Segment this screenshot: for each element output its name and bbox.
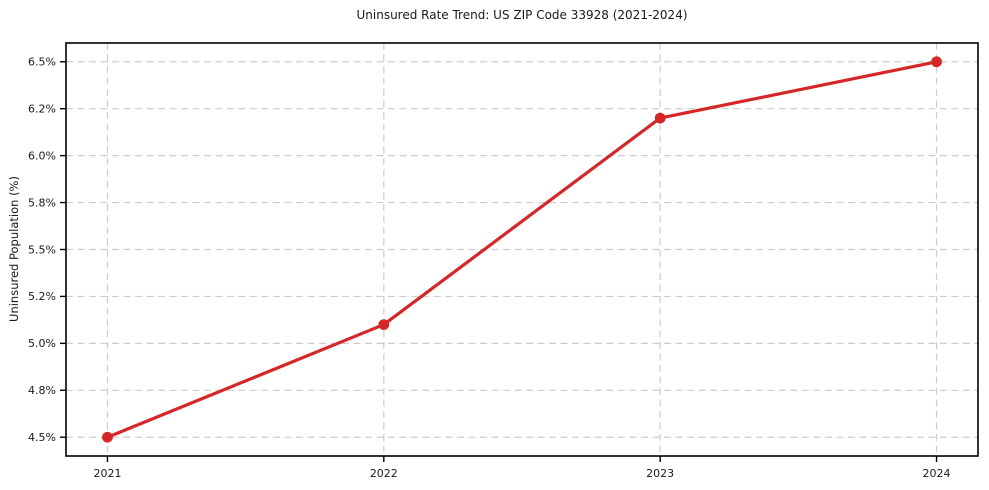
x-tick-label: 2021 [93, 467, 121, 480]
data-point-marker [654, 112, 666, 124]
y-tick-label: 5.5% [28, 243, 56, 256]
data-point-marker [102, 431, 113, 443]
y-tick-label: 6.5% [28, 56, 56, 69]
data-point-marker [378, 319, 390, 330]
y-tick-label: 5.2% [28, 290, 56, 303]
x-tick-label: 2022 [370, 467, 398, 480]
x-tick-label: 2024 [923, 467, 951, 480]
trend-line [105, 60, 939, 439]
chart-title: Uninsured Rate Trend: US ZIP Code 33928 … [356, 8, 688, 22]
y-tick-label: 6.0% [28, 149, 56, 162]
data-point-marker [931, 56, 942, 68]
y-tick-label: 5.0% [28, 337, 56, 350]
x-tick-label: 2023 [646, 467, 674, 480]
y-tick-label: 4.5% [28, 431, 56, 444]
y-tick-label: 6.2% [28, 103, 56, 116]
y-tick-label: 5.8% [28, 196, 56, 209]
y-tick-label: 4.8% [28, 384, 56, 397]
